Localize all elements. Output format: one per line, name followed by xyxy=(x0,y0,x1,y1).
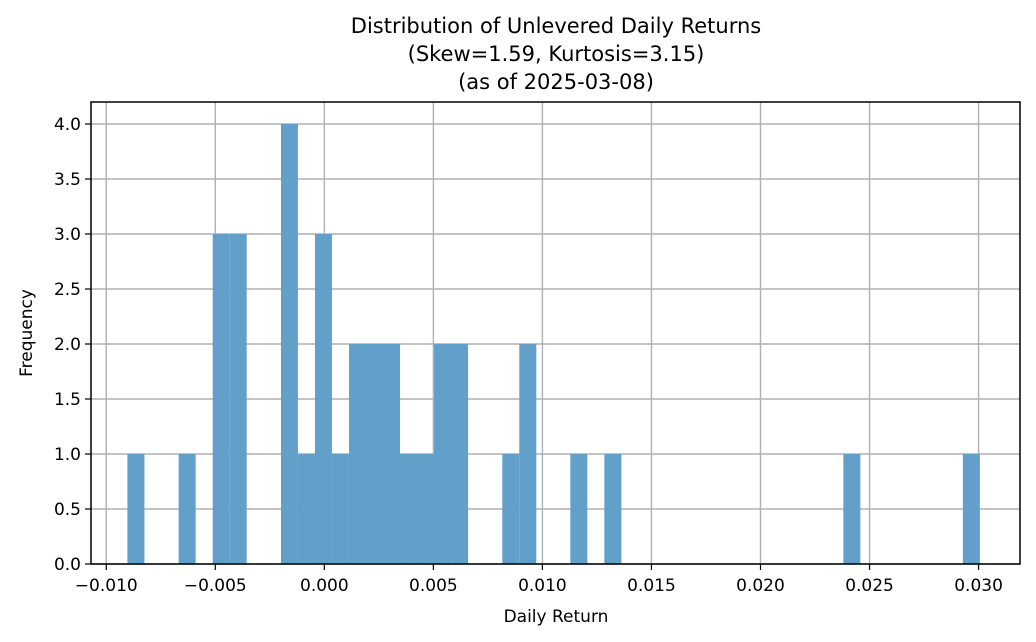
histogram-bar-11 xyxy=(400,454,418,564)
histogram-bar-14 xyxy=(451,344,469,564)
x-tick-label-5: 0.015 xyxy=(627,576,676,596)
x-tick-label-3: 0.005 xyxy=(409,576,458,596)
histogram-bar-8 xyxy=(348,344,366,564)
y-axis-label: Frequency xyxy=(17,289,37,377)
title-line-2: (Skew=1.59, Kurtosis=3.15) xyxy=(408,42,705,66)
histogram-bar-5 xyxy=(297,454,315,564)
histogram-bar-12 xyxy=(417,454,435,564)
y-tick-label-3: 1.5 xyxy=(54,390,81,410)
y-axis-ticks: 0.0 0.5 1.0 1.5 2.0 2.5 3.0 3.5 4.0 xyxy=(54,115,91,575)
x-tick-label-8: 0.030 xyxy=(954,576,1003,596)
x-axis-ticks: −0.010 −0.005 0.000 0.005 0.010 0.015 0.020 0.0… xyxy=(75,564,1003,596)
chart-title: Distribution of Unlevered Daily Returns … xyxy=(351,14,761,94)
histogram-bar-19 xyxy=(843,454,861,564)
histogram-bar-18 xyxy=(604,454,622,564)
y-tick-label-6: 3.0 xyxy=(54,225,81,245)
histogram-bar-2 xyxy=(212,234,230,564)
title-line-1: Distribution of Unlevered Daily Returns xyxy=(351,14,761,38)
x-axis-label: Daily Return xyxy=(504,607,609,627)
histogram-bar-17 xyxy=(570,454,588,564)
histogram-bar-3 xyxy=(229,234,247,564)
y-tick-label-0: 0.0 xyxy=(54,555,81,575)
histogram-bars xyxy=(127,124,980,564)
histogram-bar-10 xyxy=(383,344,401,564)
x-tick-label-7: 0.025 xyxy=(845,576,894,596)
histogram-bar-15 xyxy=(502,454,520,564)
histogram-bar-20 xyxy=(962,454,980,564)
x-tick-label-6: 0.020 xyxy=(736,576,785,596)
histogram-bar-0 xyxy=(127,454,145,564)
x-tick-label-0: −0.010 xyxy=(75,576,138,596)
x-tick-label-4: 0.010 xyxy=(518,576,567,596)
histogram-bar-13 xyxy=(434,344,452,564)
y-tick-label-1: 0.5 xyxy=(54,500,81,520)
histogram-bar-7 xyxy=(331,454,349,564)
histogram-bar-9 xyxy=(365,344,384,564)
histogram-bar-6 xyxy=(314,234,332,564)
x-tick-label-1: −0.005 xyxy=(184,576,247,596)
x-tick-label-2: 0.000 xyxy=(300,576,349,596)
y-tick-label-4: 2.0 xyxy=(54,335,81,355)
histogram-bar-16 xyxy=(519,344,537,564)
y-tick-label-8: 4.0 xyxy=(54,115,81,135)
title-line-3: (as of 2025-03-08) xyxy=(458,70,654,94)
histogram-bar-1 xyxy=(178,454,196,564)
y-tick-label-5: 2.5 xyxy=(54,280,81,300)
plot-frame xyxy=(90,101,1021,565)
y-tick-label-7: 3.5 xyxy=(54,170,81,190)
histogram-bar-4 xyxy=(280,124,298,564)
y-tick-label-2: 1.0 xyxy=(54,445,81,465)
